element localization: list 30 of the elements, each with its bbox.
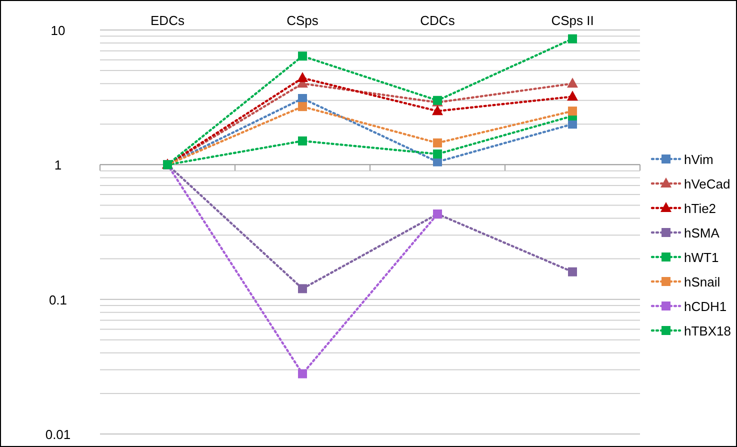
point <box>432 105 443 116</box>
legend-label: hVim <box>684 152 714 167</box>
x-tick-label: EDCs <box>150 13 185 28</box>
point <box>298 284 307 294</box>
legend-label: hWT1 <box>684 250 719 265</box>
point <box>567 90 578 101</box>
point <box>298 136 307 146</box>
x-tick-label: CSps <box>286 13 319 28</box>
point <box>298 52 307 61</box>
legend-label: hSMA <box>684 226 720 240</box>
legend-label: hTie2 <box>684 201 716 216</box>
y-tick-label: 0.01 <box>45 427 71 442</box>
legend-label: hSnail <box>684 274 720 290</box>
point <box>433 138 442 148</box>
legend-label: hTBX18 <box>684 324 731 338</box>
point <box>568 267 577 276</box>
point <box>567 78 578 88</box>
point <box>433 150 442 159</box>
y-tick-label: 1 <box>54 158 62 173</box>
legend-label: hCDH1 <box>684 299 727 314</box>
point <box>298 369 307 378</box>
x-tick-label: CDCs <box>420 13 456 28</box>
y-tick-label: 0.1 <box>48 292 68 308</box>
x-tick-label: CSps II <box>551 13 594 28</box>
y-tick-label: 10 <box>50 23 66 38</box>
point <box>297 72 308 82</box>
point <box>298 102 307 112</box>
legend-label: hVeCad <box>684 176 730 192</box>
point <box>568 34 577 44</box>
point <box>568 106 577 116</box>
